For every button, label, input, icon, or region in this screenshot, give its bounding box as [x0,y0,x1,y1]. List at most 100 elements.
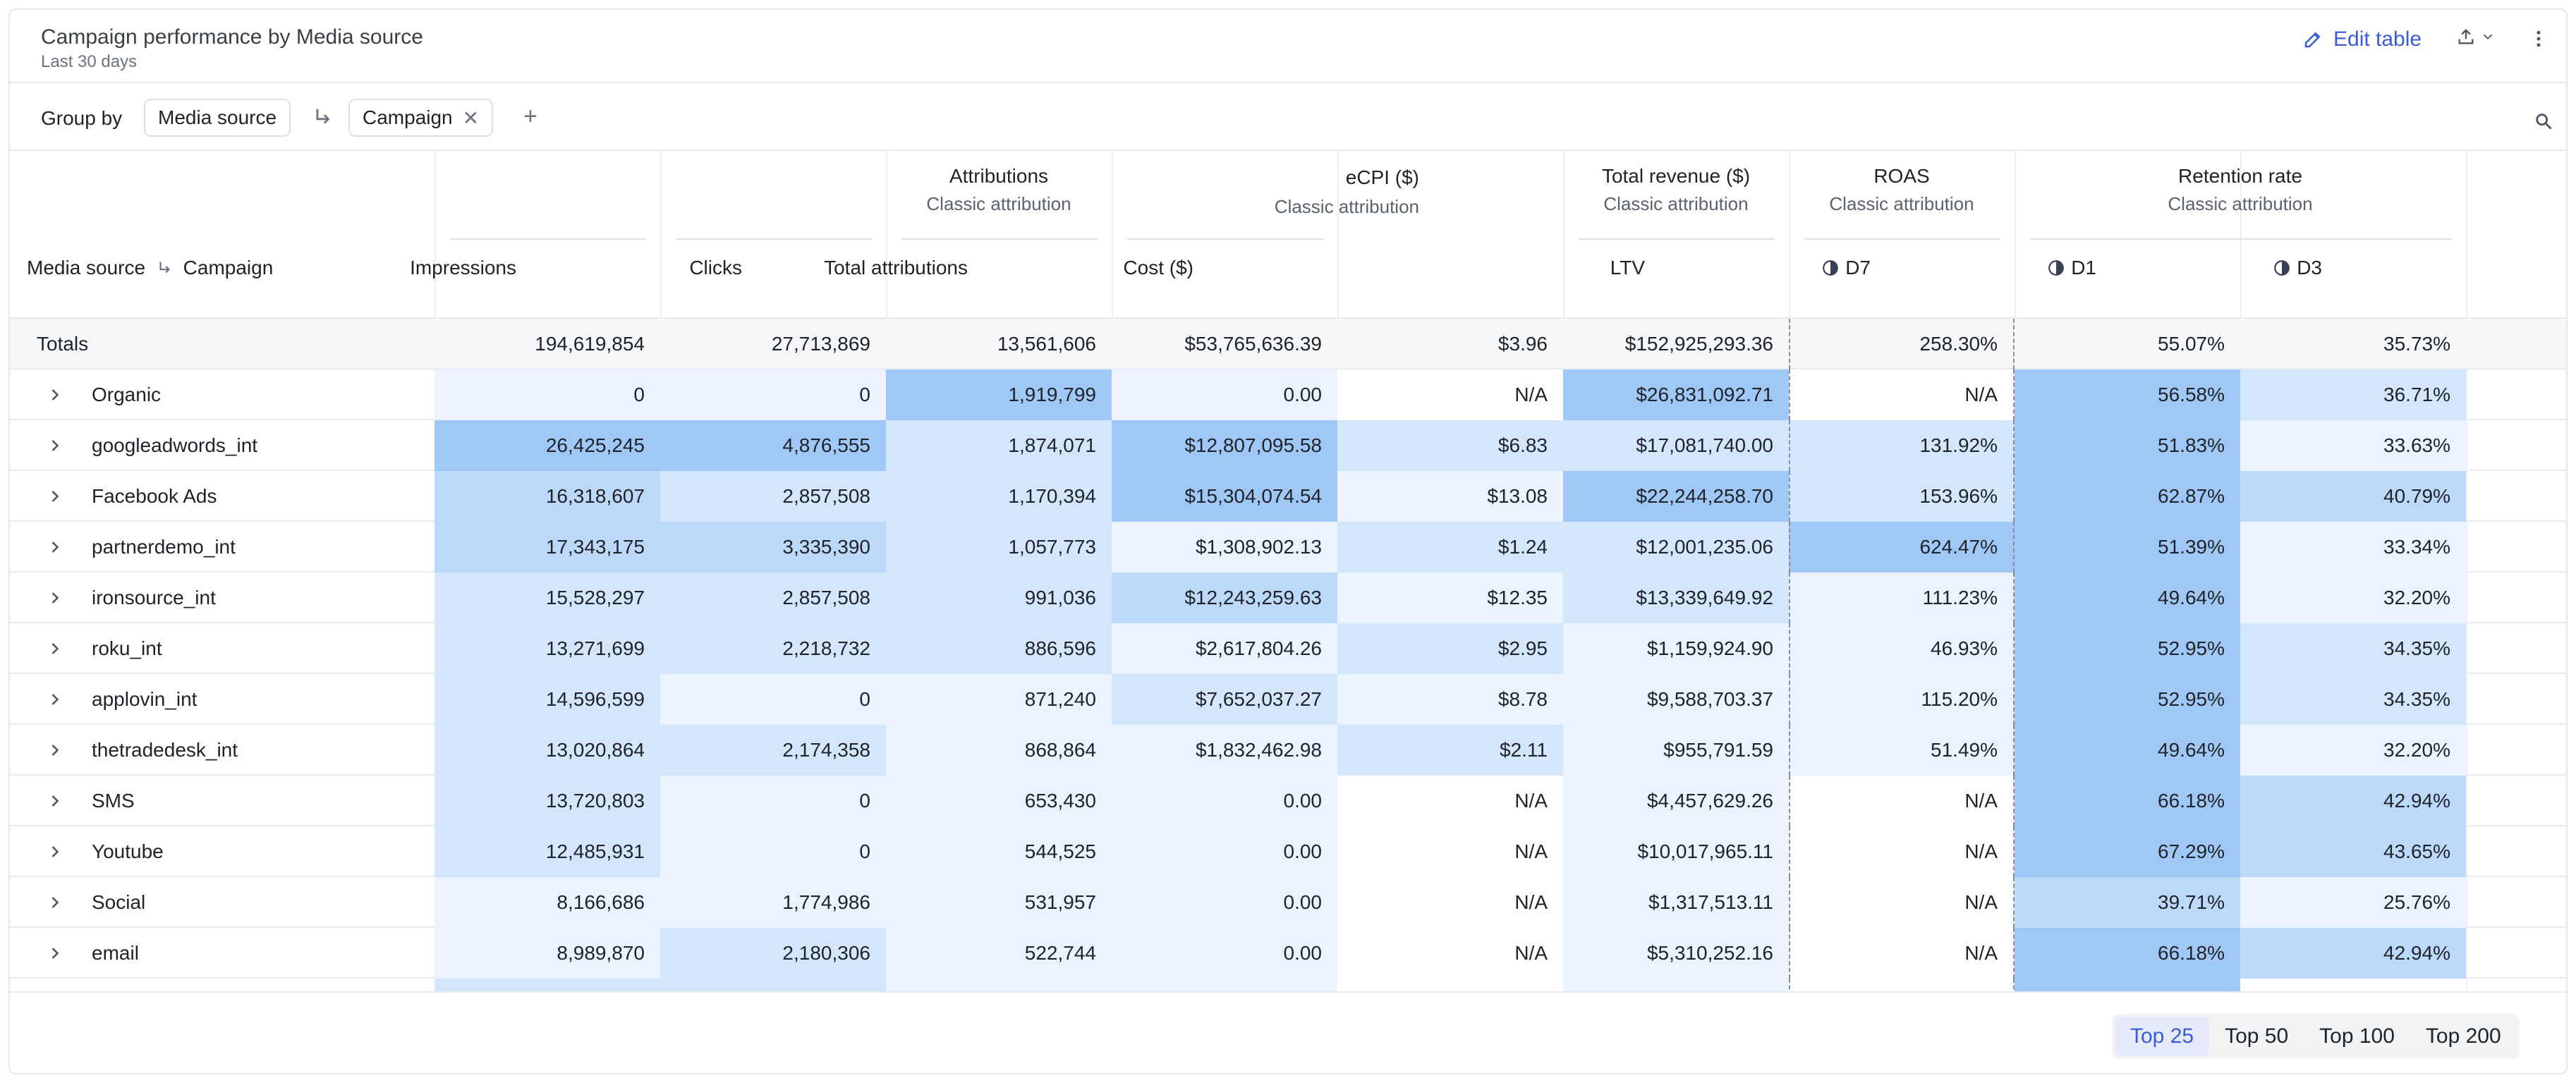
cell-impressions: 12,485,931 [435,826,660,877]
cell-cost: $2,617,804.26 [1112,623,1337,674]
row-name: email [92,942,139,964]
roas-subtitle: Classic attribution [1829,193,1974,214]
cell-impressions: 17,343,175 [435,522,660,573]
cell-ecpi: N/A [1337,928,1563,979]
cell-impressions: 194,619,854 [535,333,645,355]
table-card: Campaign performance by Media source Las… [8,8,2568,1075]
group-chip-label: Media source [158,106,277,128]
nested-arrow-icon [159,262,170,274]
column-header-ltv[interactable]: LTV [1610,257,1645,279]
group-chip-media-source[interactable]: Media source [144,99,291,137]
row-name: Organic [92,384,162,405]
cell-ecpi: $2.95 [1337,623,1563,674]
cell-ecpi: $12.35 [1337,573,1563,623]
table-row[interactable]: email 8,989,870 2,180,306 522,744 0.00 N/A $5,… [10,928,2566,979]
table-row[interactable]: Facebook Ads 16,318,607 2,857,508 1,170,394… [10,471,2566,522]
page-subtitle: Last 30 days [41,52,138,71]
column-header-d3[interactable]: D3 [2273,257,2322,279]
chevron-right-icon[interactable] [45,942,65,965]
pencil-icon [2304,32,2321,48]
cell-retention-d3: 34.35% [2240,623,2466,674]
cell-retention-d3: 42.94% [2240,928,2466,979]
cell-cost: $1,308,902.13 [1112,522,1337,573]
table-row[interactable]: SMS 13,720,803 0 653,430 0.00 N/A $4,457,629.2… [10,776,2566,826]
cell-roas-d7: 111.23% [1789,573,2015,623]
table-row[interactable]: applovin_int 14,596,599 0 871,240 $7,652,037… [10,674,2566,725]
row-limit-option[interactable]: Top 50 [2225,1024,2289,1048]
row-limit-option[interactable]: Top 200 [2425,1024,2501,1048]
cell-retention-d1: 52.95% [2015,623,2240,674]
remove-chip-icon[interactable]: ✕ [462,106,480,129]
column-header-impressions[interactable]: Impressions [410,257,516,279]
group-chip-campaign[interactable]: Campaign ✕ [348,99,494,137]
column-header-cost[interactable]: Cost ($) [1123,257,1193,279]
more-options-button[interactable] [2528,27,2549,54]
cell-ltv: $5,310,252.16 [1563,928,1789,979]
cell-ecpi: $1.24 [1337,522,1563,573]
chevron-right-icon[interactable] [45,891,65,914]
row-name: Facebook Ads [92,485,217,507]
add-group-icon[interactable]: + [523,103,537,130]
cell-total-attributions: 13,561,606 [997,333,1096,355]
chevron-right-icon[interactable] [45,536,65,558]
cell-cost: 0.00 [1112,877,1337,928]
row-limit-option[interactable]: Top 25 [2115,1017,2210,1056]
table-row[interactable]: googleadwords_int 26,425,245 4,876,555 1,87… [10,420,2566,471]
column-header-ecpi[interactable]: eCPI ($) [1345,166,1419,188]
chevron-right-icon[interactable] [45,790,65,812]
column-group-roas: ROAS [1873,165,1930,187]
cell-retention-d1: 56.58% [2015,369,2240,420]
row-limit-option[interactable]: Top 100 [2319,1024,2395,1048]
cell-total-attributions: 871,240 [886,674,1112,725]
table-row[interactable]: thetradedesk_int 13,020,864 2,174,358 868,8… [10,725,2566,776]
cell-retention-d1: 62.87% [2015,471,2240,522]
cell-impressions: 16,318,607 [435,471,660,522]
chevron-right-icon[interactable] [45,739,65,761]
chevron-right-icon[interactable] [45,637,65,660]
cell-impressions: 13,271,699 [435,623,660,674]
search-icon[interactable] [2534,111,2553,131]
cell-retention-d1: 51.39% [2015,522,2240,573]
cell-retention-d1: 67.29% [2015,826,2240,877]
column-header-total-attributions[interactable]: Total attributions [824,257,968,279]
retention-icon [1823,260,1839,276]
column-header-name[interactable]: Media source Campaign [27,257,274,279]
cell-ltv: $26,831,092.71 [1563,369,1789,420]
chevron-right-icon[interactable] [45,485,65,508]
column-header-d1[interactable]: D1 [2047,257,2096,279]
retention-subtitle: Classic attribution [2168,193,2313,214]
cell-impressions: 8,166,686 [435,877,660,928]
table-row[interactable]: partnerdemo_int 17,343,175 3,335,390 1,057,… [10,522,2566,573]
cell-retention-d3: 36.71% [2240,369,2466,420]
cell-retention-d3: 32.20% [2240,573,2466,623]
cell-retention-d1: 52.95% [2015,674,2240,725]
column-header-clicks[interactable]: Clicks [689,257,742,279]
chevron-right-icon[interactable] [45,587,65,609]
chevron-right-icon[interactable] [45,434,65,457]
edit-table-button[interactable]: Edit table [2302,24,2422,55]
cell-retention-d3: 43.65% [2240,826,2466,877]
table-row[interactable]: Organic 0 0 1,919,799 0.00 N/A $26,831,092.71 N… [10,369,2566,420]
chevron-right-icon[interactable] [45,384,65,406]
cell-ecpi: N/A [1337,877,1563,928]
cell-roas-d7: 115.20% [1789,674,2015,725]
table-row[interactable]: Youtube 12,485,931 0 544,525 0.00 N/A $10,017,… [10,826,2566,877]
table-row[interactable]: roku_int 13,271,699 2,218,732 886,596 $2,617… [10,623,2566,674]
row-name: SMS [92,790,135,812]
cell-impressions: 8,989,870 [435,928,660,979]
kebab-icon [2536,30,2541,47]
row-limit-selector: Top 25 Top 50 Top 100 Top 200 [2112,1014,2520,1059]
cell-roas-d7: 153.96% [1789,471,2015,522]
export-button[interactable] [2456,27,2496,47]
table-row[interactable]: Social 8,166,686 1,774,986 531,957 0.00 N/A $1… [10,877,2566,928]
chevron-right-icon[interactable] [45,688,65,711]
table-row[interactable]: ironsource_int 15,528,297 2,857,508 991,036… [10,573,2566,623]
nested-arrow-icon [316,109,330,124]
column-header-d7[interactable]: D7 [1821,257,1871,279]
cell-clicks: 1,774,986 [660,877,886,928]
cell-impressions: 13,020,864 [435,725,660,776]
chevron-right-icon[interactable] [45,840,65,863]
cell-retention-d3: 33.34% [2240,522,2466,573]
cell-retention-d1: 66.18% [2015,776,2240,826]
cell-cost [1112,979,1337,994]
